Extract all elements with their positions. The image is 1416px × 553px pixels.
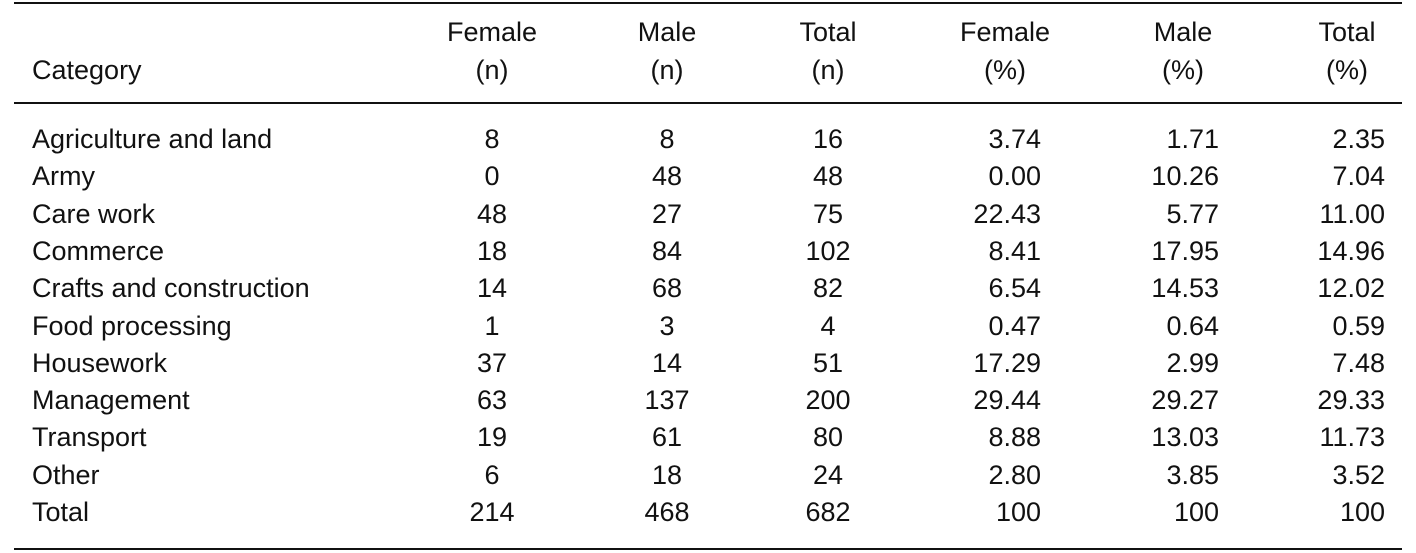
table-cell: 7.48 <box>1332 347 1385 378</box>
table-cell: 48 <box>476 198 508 229</box>
table-cell: 16 <box>812 124 844 154</box>
row-label: Agriculture and land <box>32 124 273 154</box>
row-label: Crafts and construction <box>32 273 310 304</box>
table-cell: 0.64 <box>1166 310 1219 341</box>
table-cell: 14 <box>476 273 508 304</box>
table-cell: 1 <box>484 310 500 341</box>
table-cell: 0.47 <box>988 310 1041 341</box>
table-cell: 13.03 <box>1151 422 1219 453</box>
table-cell: 3 <box>659 310 675 341</box>
table-cell: 3.74 <box>988 124 1041 154</box>
row-label: Management <box>32 385 190 416</box>
top-rule <box>14 2 1402 4</box>
table-cell: 6.54 <box>988 273 1041 304</box>
column-header: (%) <box>984 55 1026 85</box>
table-cell: 48 <box>651 161 683 192</box>
table-cell: 3.85 <box>1166 459 1219 490</box>
table-cell: 27 <box>651 198 683 229</box>
table-cell: 75 <box>812 198 844 229</box>
row-label: Commerce <box>32 235 165 266</box>
table-cell: 100 <box>1339 497 1385 527</box>
table-cell: 11.73 <box>1319 422 1385 453</box>
table-cell: 682 <box>805 497 851 527</box>
bottom-rule <box>14 548 1402 550</box>
table-cell: 11.00 <box>1319 198 1385 229</box>
column-header: (n) <box>811 55 845 85</box>
table-cell: 12.02 <box>1317 273 1385 304</box>
table-cell: 4 <box>820 310 836 341</box>
table-cell: 24 <box>812 459 844 490</box>
table-cell: 37 <box>476 347 508 378</box>
table-cell: 100 <box>995 497 1041 527</box>
table-cell: 137 <box>644 385 690 416</box>
table-cell: 18 <box>476 235 508 266</box>
column-header: Female <box>446 17 538 47</box>
table-cell: 10.26 <box>1151 161 1219 192</box>
table-cell: 63 <box>476 385 508 416</box>
table-cell: 102 <box>805 235 851 266</box>
column-header: (%) <box>1326 55 1368 85</box>
table-cell: 61 <box>651 422 683 453</box>
table-cell: 0.59 <box>1332 310 1385 341</box>
table-cell: 8 <box>659 124 675 154</box>
table-cell: 468 <box>644 497 690 527</box>
header-rule <box>14 102 1402 104</box>
table-cell: 0 <box>484 161 500 192</box>
table-cell: 214 <box>469 497 515 527</box>
table-cell: 84 <box>651 235 683 266</box>
table-cell: 14.96 <box>1317 235 1385 266</box>
table-cell: 29.33 <box>1317 385 1385 416</box>
column-header: Category <box>32 55 142 85</box>
table-cell: 51 <box>812 347 844 378</box>
table-cell: 8 <box>484 124 500 154</box>
row-label: Care work <box>32 198 156 229</box>
table-cell: 17.95 <box>1151 235 1219 266</box>
row-label: Transport <box>32 422 147 453</box>
table-cell: 5.77 <box>1166 198 1219 229</box>
row-label: Total <box>32 497 90 527</box>
table-cell: 14.53 <box>1151 273 1219 304</box>
table-cell: 3.52 <box>1332 459 1385 490</box>
table-cell: 29.27 <box>1151 385 1219 416</box>
table-cell: 82 <box>812 273 844 304</box>
table-cell: 29.44 <box>973 385 1041 416</box>
table-cell: 8.41 <box>988 235 1041 266</box>
table-cell: 2.35 <box>1332 124 1385 154</box>
column-header: Total <box>1318 17 1376 47</box>
row-label: Army <box>32 161 95 192</box>
table-cell: 7.04 <box>1332 161 1385 192</box>
table-cell: 17.29 <box>973 347 1041 378</box>
table-cell: 100 <box>1173 497 1219 527</box>
table-cell: 2.80 <box>988 459 1041 490</box>
table-cell: 18 <box>651 459 683 490</box>
table-cell: 68 <box>651 273 683 304</box>
column-header: Female <box>959 17 1051 47</box>
table-cell: 1.71 <box>1166 124 1219 154</box>
column-header: Male <box>637 17 697 47</box>
table-cell: 2.99 <box>1166 347 1219 378</box>
table-cell: 6 <box>484 459 500 490</box>
column-header: (n) <box>475 55 509 85</box>
row-label: Other <box>32 459 100 490</box>
table-cell: 14 <box>651 347 683 378</box>
row-label: Food processing <box>32 310 232 341</box>
table-cell: 80 <box>812 422 844 453</box>
table-cell: 19 <box>476 422 508 453</box>
table-cell: 0.00 <box>988 161 1041 192</box>
column-header: (n) <box>650 55 684 85</box>
column-header: Male <box>1153 17 1213 47</box>
column-header: Total <box>799 17 857 47</box>
table-cell: 8.88 <box>988 422 1041 453</box>
table-cell: 200 <box>805 385 851 416</box>
table-cell: 22.43 <box>973 198 1041 229</box>
row-label: Housework <box>32 347 168 378</box>
column-header: (%) <box>1162 55 1204 85</box>
table-cell: 48 <box>812 161 844 192</box>
